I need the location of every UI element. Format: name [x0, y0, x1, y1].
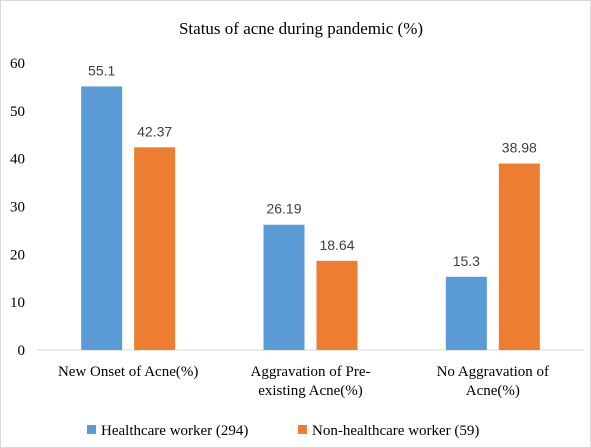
y-tick-label: 0 [18, 343, 26, 359]
y-tick-label: 50 [10, 104, 25, 120]
bar-non-healthcare [498, 163, 540, 350]
y-tick-label: 20 [10, 247, 25, 263]
data-label: 15.3 [453, 253, 480, 269]
bar-healthcare [263, 224, 305, 350]
x-axis-categories: New Onset of Acne(%) Aggravation of Pre-e… [58, 364, 549, 399]
bar-non-healthcare [316, 260, 358, 350]
legend-label: Healthcare worker (294) [101, 423, 248, 439]
bar-healthcare [445, 276, 487, 350]
data-label: 55.1 [88, 62, 115, 78]
x-category-label: Aggravation of Pre- [251, 364, 371, 380]
chart-title: Status of acne during pandemic (%) [179, 19, 423, 38]
y-tick-label: 40 [10, 152, 25, 168]
data-label: 42.37 [137, 123, 172, 139]
legend-swatch [87, 425, 96, 434]
y-tick-label: 30 [10, 200, 25, 216]
data-label: 26.19 [266, 201, 301, 217]
legend: Healthcare worker (294) Non-healthcare wo… [87, 423, 479, 439]
bars [81, 86, 540, 351]
y-axis: 0 10 20 30 40 50 60 [10, 56, 25, 359]
bar-non-healthcare [134, 147, 176, 350]
data-labels: 55.1 42.37 26.19 18.64 15.3 38.98 [88, 62, 537, 268]
x-category-label: No Aggravation of [437, 364, 549, 380]
data-label: 18.64 [319, 237, 354, 253]
x-category-label: New Onset of Acne(%) [58, 364, 198, 380]
y-tick-label: 60 [10, 56, 25, 72]
data-label: 38.98 [502, 140, 537, 156]
y-tick-label: 10 [10, 295, 25, 311]
x-category-label: Acne(%) [466, 383, 520, 399]
bar-healthcare [81, 86, 123, 351]
legend-swatch [298, 425, 307, 434]
legend-label: Non-healthcare worker (59) [312, 423, 479, 439]
x-category-label: existing Acne(%) [258, 383, 363, 399]
